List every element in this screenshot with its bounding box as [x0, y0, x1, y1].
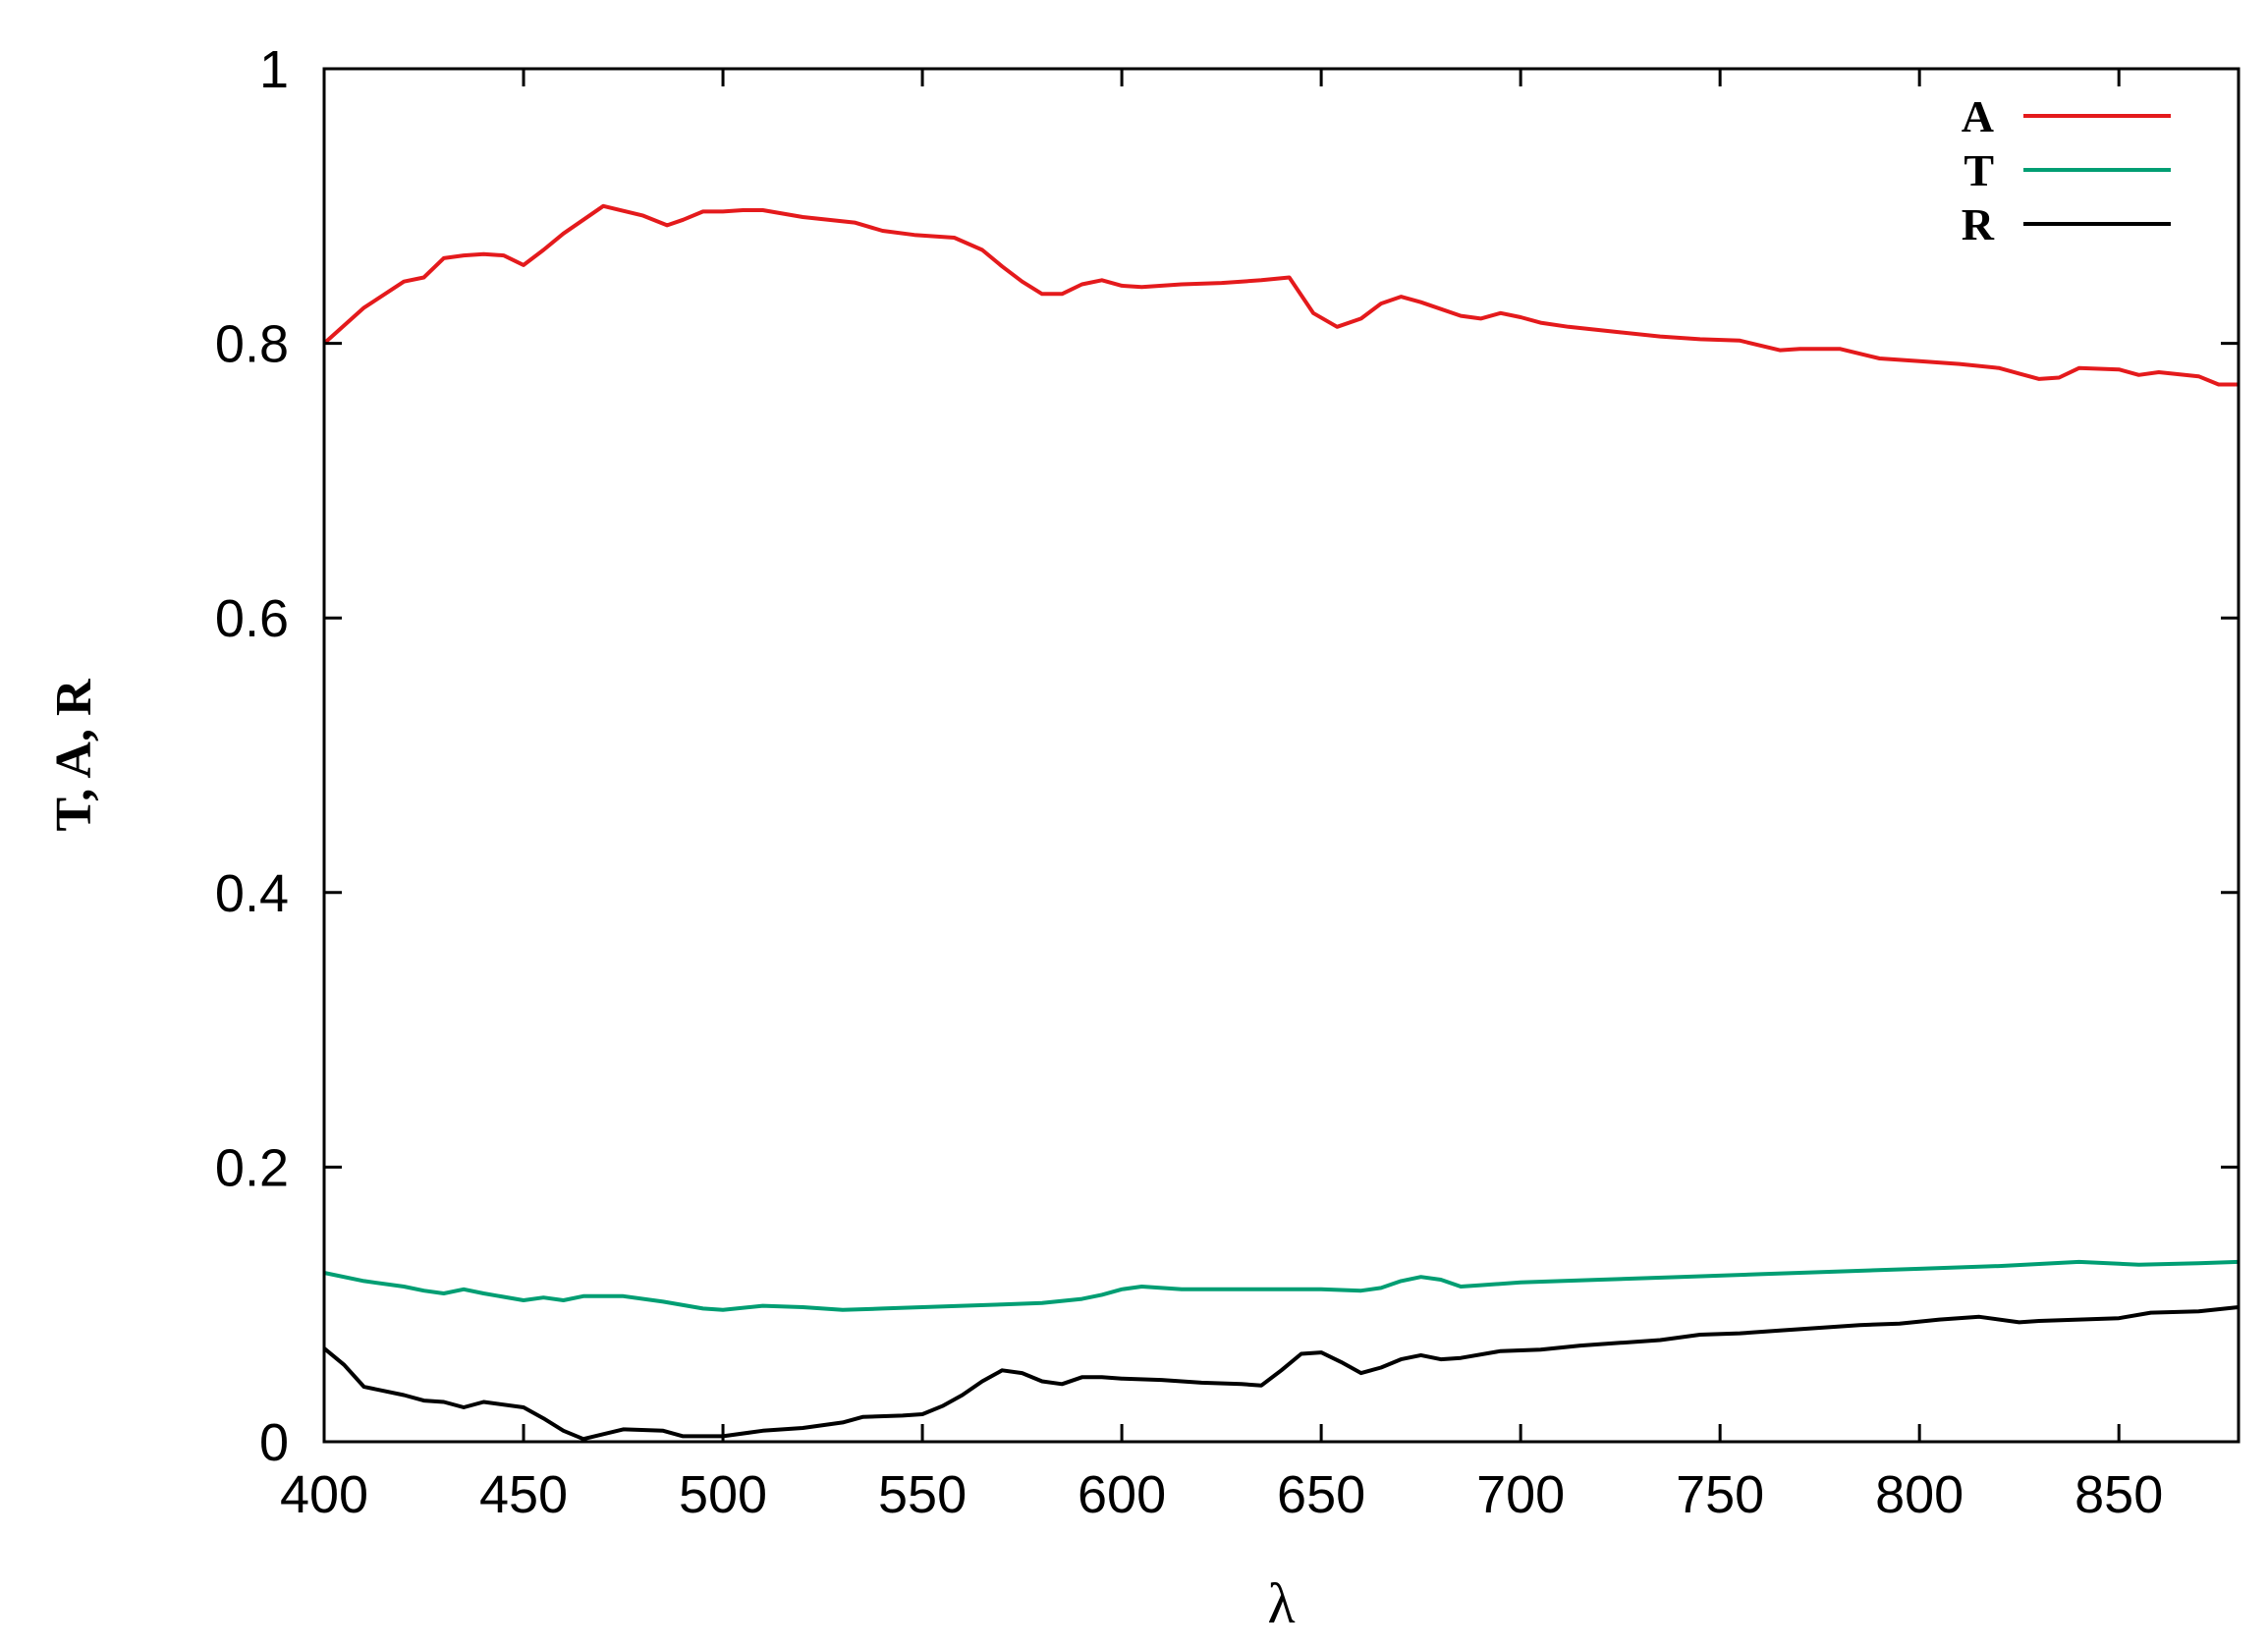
x-tick-label: 600	[1078, 1465, 1166, 1524]
x-tick-label: 850	[2074, 1465, 2163, 1524]
x-tick-label: 450	[479, 1465, 568, 1524]
y-axis: 0 0.2 0.4 0.6 0.8 1	[215, 40, 2239, 1472]
series-line-A	[322, 203, 2239, 387]
y-tick-label: 0.6	[215, 589, 289, 648]
plot-frame	[322, 67, 2240, 1444]
x-tick-label: 400	[280, 1465, 368, 1524]
x-tick-label: 650	[1277, 1465, 1365, 1524]
y-tick-label: 0.4	[215, 864, 289, 923]
x-tick-label: 800	[1875, 1465, 1964, 1524]
legend-label-T: T	[1964, 145, 1994, 195]
legend-label-A: A	[1962, 91, 1994, 141]
series-line-T	[323, 1259, 2240, 1312]
plot-lines	[322, 203, 2240, 1442]
x-tick-label: 550	[878, 1465, 967, 1524]
legend: ATR	[1962, 91, 2171, 249]
x-tick-label: 750	[1676, 1465, 1764, 1524]
y-tick-label: 0.2	[215, 1138, 289, 1197]
y-tick-label: 1	[259, 40, 289, 99]
x-tick-label: 700	[1476, 1465, 1565, 1524]
legend-label-R: R	[1962, 199, 1995, 249]
y-axis-title: T, A, R	[46, 678, 102, 832]
x-tick-label: 500	[679, 1465, 767, 1524]
y-tick-label: 0.8	[215, 315, 289, 374]
x-axis: 400 450 500 550 600 650 700 750 800 850	[280, 69, 2163, 1524]
series-line-R	[322, 1305, 2240, 1442]
y-tick-label: 0	[259, 1413, 289, 1472]
x-axis-title: λ	[1267, 1571, 1295, 1635]
